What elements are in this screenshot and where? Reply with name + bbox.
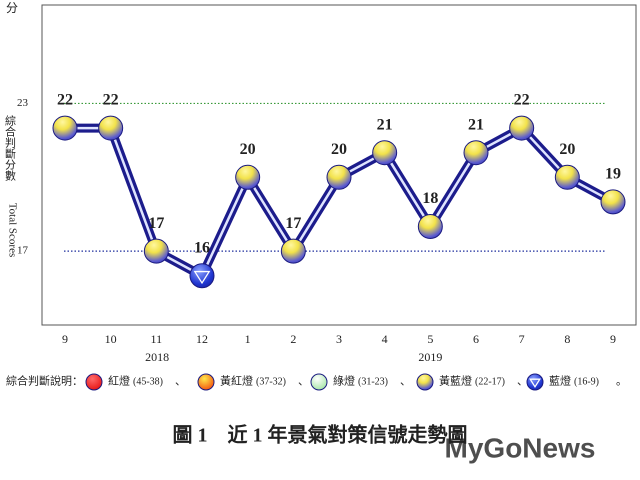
watermark: MyGoNews	[445, 432, 596, 463]
value-label: 20	[331, 141, 347, 158]
legend-label: 藍燈	[549, 374, 571, 388]
legend-separator: 、	[298, 376, 309, 388]
caption: 圖 1 近 1 年景氣對策信號走勢圖	[173, 423, 468, 447]
legend-separator: 、	[400, 376, 411, 388]
x-tick-label: 6	[473, 332, 479, 346]
legend-range: (22-17)	[475, 376, 505, 387]
x-tick-label: 8	[564, 332, 570, 346]
value-label: 21	[468, 116, 484, 133]
legend-separator: 、	[517, 376, 528, 388]
legend-range: (45-38)	[133, 376, 163, 387]
legend-label: 紅燈	[108, 374, 130, 388]
legend-range: (31-23)	[358, 376, 388, 387]
x-tick-label: 2	[290, 332, 296, 346]
value-label: 17	[148, 215, 164, 232]
legend-marker-triangle	[529, 378, 541, 389]
marker	[509, 115, 535, 141]
x-tick-label: 12	[196, 332, 208, 346]
marker	[372, 140, 398, 166]
value-label: 22	[103, 92, 119, 109]
year-label: 2018	[145, 350, 169, 364]
legend-label: 綠燈	[333, 374, 355, 388]
marker	[280, 238, 306, 264]
legend-range: (16-9)	[574, 376, 599, 387]
value-label: 17	[285, 215, 301, 232]
x-tick-label: 9	[62, 332, 68, 346]
value-label: 16	[194, 239, 210, 256]
legend-marker	[197, 373, 215, 391]
legend-label: 黃紅燈	[220, 374, 253, 388]
value-label: 20	[559, 141, 575, 158]
x-tick-label: 10	[105, 332, 117, 346]
marker	[52, 115, 78, 141]
legend-marker	[416, 373, 434, 391]
marker	[417, 214, 443, 240]
value-label: 22	[514, 92, 530, 109]
legend-marker	[85, 373, 103, 391]
value-label: 19	[605, 166, 621, 183]
x-tick-label: 1	[245, 332, 251, 346]
marker	[189, 263, 215, 289]
y-unit: 分	[6, 1, 18, 15]
legend-separator: 、	[175, 376, 186, 388]
legend-title: 綜合判斷說明：	[6, 374, 83, 388]
x-tick-label: 3	[336, 332, 342, 346]
legend-marker	[526, 373, 544, 391]
x-tick-label: 9	[610, 332, 616, 346]
value-label: 21	[377, 116, 393, 133]
y-axis-label-en: Total Scores	[6, 203, 18, 258]
x-tick-label: 4	[382, 332, 388, 346]
value-label: 18	[422, 190, 438, 207]
legend-marker	[310, 373, 328, 391]
legend-label: 黃藍燈	[439, 374, 472, 388]
y-tick-label: 17	[17, 245, 29, 257]
y-axis-label: 綜合判斷分數	[3, 114, 16, 182]
legend-separator: 。	[616, 376, 627, 388]
marker	[600, 189, 626, 215]
x-tick-label: 11	[151, 332, 163, 346]
marker	[143, 238, 169, 264]
value-label: 22	[57, 92, 73, 109]
marker-triangle	[193, 270, 211, 285]
x-tick-label: 7	[519, 332, 525, 346]
legend-range: (37-32)	[256, 376, 286, 387]
y-tick-label: 23	[17, 97, 29, 109]
marker	[235, 164, 261, 190]
value-label: 20	[240, 141, 256, 158]
x-tick-label: 5	[427, 332, 433, 346]
year-label: 2019	[418, 350, 442, 364]
marker	[463, 140, 489, 166]
marker	[326, 164, 352, 190]
marker	[554, 164, 580, 190]
marker	[98, 115, 124, 141]
plot-frame	[41, 4, 637, 326]
